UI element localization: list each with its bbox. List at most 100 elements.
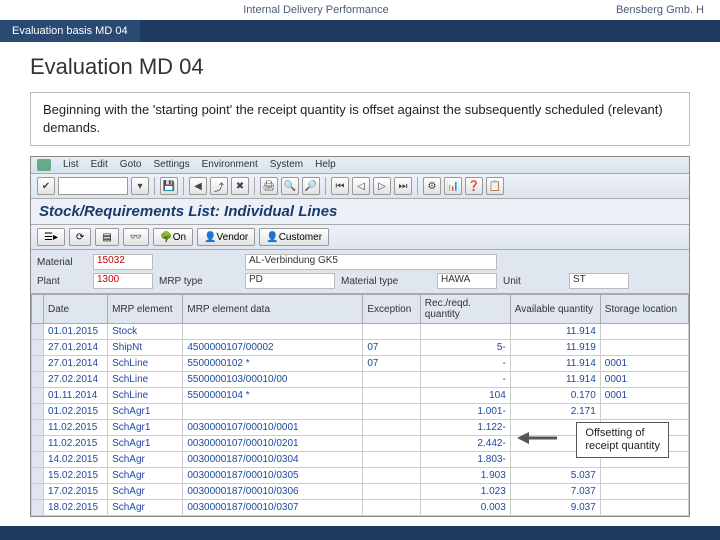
cell-avail: 7.037	[510, 484, 600, 500]
menu-list[interactable]: List	[63, 159, 79, 171]
cell-exc	[363, 436, 420, 452]
cell-date: 11.02.2015	[44, 436, 108, 452]
cell-mrpdata	[183, 324, 363, 340]
display-button[interactable]: 👓	[123, 228, 149, 246]
cell-loc	[600, 500, 688, 516]
tab-evaluation-basis[interactable]: Evaluation basis MD 04	[0, 20, 141, 42]
col-date[interactable]: Date	[44, 295, 108, 324]
col-mrpdata[interactable]: MRP element data	[183, 295, 363, 324]
find-button[interactable]: 🔍	[281, 177, 299, 195]
cell-mrpel: SchAgr1	[108, 420, 183, 436]
callout-line1: Offsetting of	[585, 427, 644, 439]
dropdown-button[interactable]: ▾	[131, 177, 149, 195]
col-loc[interactable]: Storage location	[600, 295, 688, 324]
cell-date: 11.02.2015	[44, 420, 108, 436]
back-button[interactable]: ◀	[189, 177, 207, 195]
table-row[interactable]: 27.01.2014SchLine5500000102 *07-11.91400…	[32, 356, 689, 372]
cell-date: 15.02.2015	[44, 468, 108, 484]
col-qty[interactable]: Rec./reqd. quantity	[420, 295, 510, 324]
next-page-button[interactable]: ▷	[373, 177, 391, 195]
cell-qty: -	[420, 372, 510, 388]
sap-window: List Edit Goto Settings Environment Syst…	[30, 156, 690, 517]
cell-avail: 2.171	[510, 404, 600, 420]
cell-qty: 1.023	[420, 484, 510, 500]
print-button[interactable]: 🖨	[260, 177, 278, 195]
row-handle[interactable]	[32, 420, 44, 436]
menu-settings[interactable]: Settings	[153, 159, 189, 171]
customer-label: Customer	[279, 232, 322, 243]
customer-button[interactable]: 👤 Customer	[259, 228, 329, 246]
row-handle[interactable]	[32, 356, 44, 372]
cell-exc	[363, 452, 420, 468]
table-row[interactable]: 27.02.2014SchLine5500000103/00010/00-11.…	[32, 372, 689, 388]
cell-loc	[600, 324, 688, 340]
cell-mrpdata: 0030000187/00010/0304	[183, 452, 363, 468]
row-handle[interactable]	[32, 452, 44, 468]
row-handle[interactable]	[32, 340, 44, 356]
save-button[interactable]: 💾	[160, 177, 178, 195]
cell-avail: 0.170	[510, 388, 600, 404]
last-page-button[interactable]: ⏭	[394, 177, 412, 195]
row-handle[interactable]	[32, 372, 44, 388]
col-exc[interactable]: Exception	[363, 295, 420, 324]
row-handle[interactable]	[32, 436, 44, 452]
row-handle[interactable]	[32, 404, 44, 420]
menu-system[interactable]: System	[270, 159, 303, 171]
toolbar-extra-3[interactable]: ❓	[465, 177, 483, 195]
table-row[interactable]: 01.02.2015SchAgr11.001-2.171	[32, 404, 689, 420]
cell-mrpel: SchAgr1	[108, 436, 183, 452]
tree-on-button[interactable]: 🌳 On	[153, 228, 193, 246]
row-handle[interactable]	[32, 484, 44, 500]
toolbar-extra-4[interactable]: 📋	[486, 177, 504, 195]
col-avail[interactable]: Available quantity	[510, 295, 600, 324]
row-handle[interactable]	[32, 468, 44, 484]
prev-page-button[interactable]: ◁	[352, 177, 370, 195]
header-right: Bensberg Gmb. H	[616, 4, 704, 16]
stock-requirements-table: Date MRP element MRP element data Except…	[31, 294, 689, 516]
row-handle[interactable]	[32, 388, 44, 404]
col-mrpel[interactable]: MRP element	[108, 295, 183, 324]
toolbar-extra-2[interactable]: 📊	[444, 177, 462, 195]
refresh-button[interactable]: ⟳	[69, 228, 91, 246]
command-input[interactable]	[58, 177, 128, 195]
cell-qty: 0.003	[420, 500, 510, 516]
cell-exc: 07	[363, 340, 420, 356]
table-row[interactable]: 18.02.2015SchAgr0030000187/00010/03070.0…	[32, 500, 689, 516]
menu-edit[interactable]: Edit	[91, 159, 108, 171]
cell-avail: 11.914	[510, 372, 600, 388]
show-overview-button[interactable]: ☰▸	[37, 228, 65, 246]
cancel-button[interactable]: ✖	[231, 177, 249, 195]
cell-qty: 1.122-	[420, 420, 510, 436]
cell-mrpel: SchLine	[108, 356, 183, 372]
first-page-button[interactable]: ⏮	[331, 177, 349, 195]
tab-bar: Evaluation basis MD 04	[0, 20, 720, 42]
find-next-button[interactable]: 🔎	[302, 177, 320, 195]
cell-qty: 2.442-	[420, 436, 510, 452]
table-row[interactable]: 01.01.2015Stock11.914	[32, 324, 689, 340]
menu-goto[interactable]: Goto	[120, 159, 142, 171]
table-row[interactable]: 17.02.2015SchAgr0030000187/00010/03061.0…	[32, 484, 689, 500]
menu-environment[interactable]: Environment	[202, 159, 258, 171]
enter-button[interactable]: ✔	[37, 177, 55, 195]
filter-button[interactable]: ▤	[95, 228, 118, 246]
plant-value[interactable]: 1300	[93, 273, 153, 289]
material-value[interactable]: 15032	[93, 254, 153, 270]
cell-avail: 5.037	[510, 468, 600, 484]
cell-mrpdata: 0030000187/00010/0306	[183, 484, 363, 500]
row-handle[interactable]	[32, 500, 44, 516]
cell-mrpel: ShipNt	[108, 340, 183, 356]
callout-line2: receipt quantity	[585, 440, 660, 452]
row-handle[interactable]	[32, 324, 44, 340]
exit-button[interactable]: ⤴	[210, 177, 228, 195]
cell-date: 27.01.2014	[44, 356, 108, 372]
table-row[interactable]: 15.02.2015SchAgr0030000187/00010/03051.9…	[32, 468, 689, 484]
table-row[interactable]: 01.11.2014SchLine5500000104 *1040.170000…	[32, 388, 689, 404]
vendor-button[interactable]: 👤 Vendor	[197, 228, 255, 246]
cell-mrpel: SchAgr	[108, 468, 183, 484]
table-row[interactable]: 27.01.2014ShipNt4500000107/00002075-11.9…	[32, 340, 689, 356]
toolbar-extra-1[interactable]: ⚙	[423, 177, 441, 195]
cell-mrpel: SchAgr	[108, 452, 183, 468]
cell-exc	[363, 372, 420, 388]
menu-help[interactable]: Help	[315, 159, 336, 171]
header-grid: Material 15032 AL-Verbindung GK5 Plant 1…	[31, 250, 689, 294]
